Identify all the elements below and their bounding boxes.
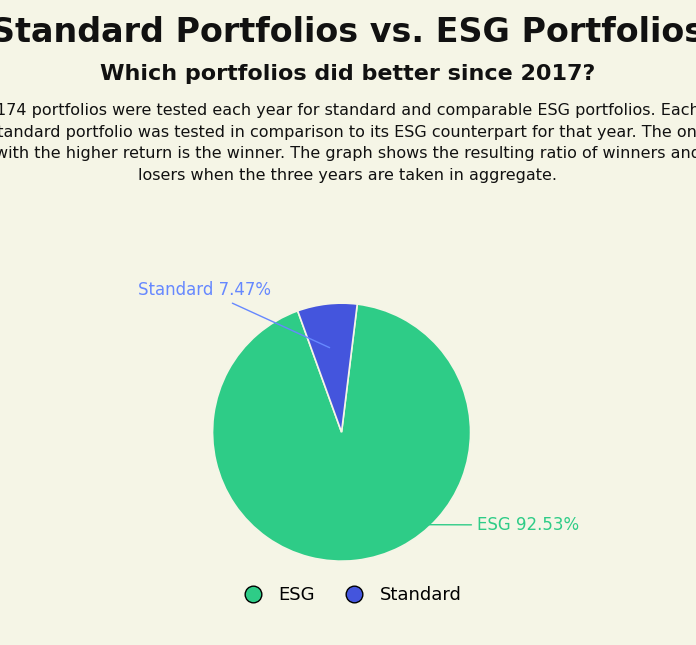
Wedge shape bbox=[212, 304, 470, 561]
Text: ESG 92.53%: ESG 92.53% bbox=[355, 516, 579, 534]
Text: Standard Portfolios vs. ESG Portfolios: Standard Portfolios vs. ESG Portfolios bbox=[0, 16, 696, 49]
Text: Standard 7.47%: Standard 7.47% bbox=[138, 281, 330, 348]
Legend: ESG, Standard: ESG, Standard bbox=[228, 579, 468, 611]
Text: 174 portfolios were tested each year for standard and comparable ESG portfolios.: 174 portfolios were tested each year for… bbox=[0, 103, 696, 183]
Text: Which portfolios did better since 2017?: Which portfolios did better since 2017? bbox=[100, 64, 596, 84]
Wedge shape bbox=[298, 303, 357, 432]
